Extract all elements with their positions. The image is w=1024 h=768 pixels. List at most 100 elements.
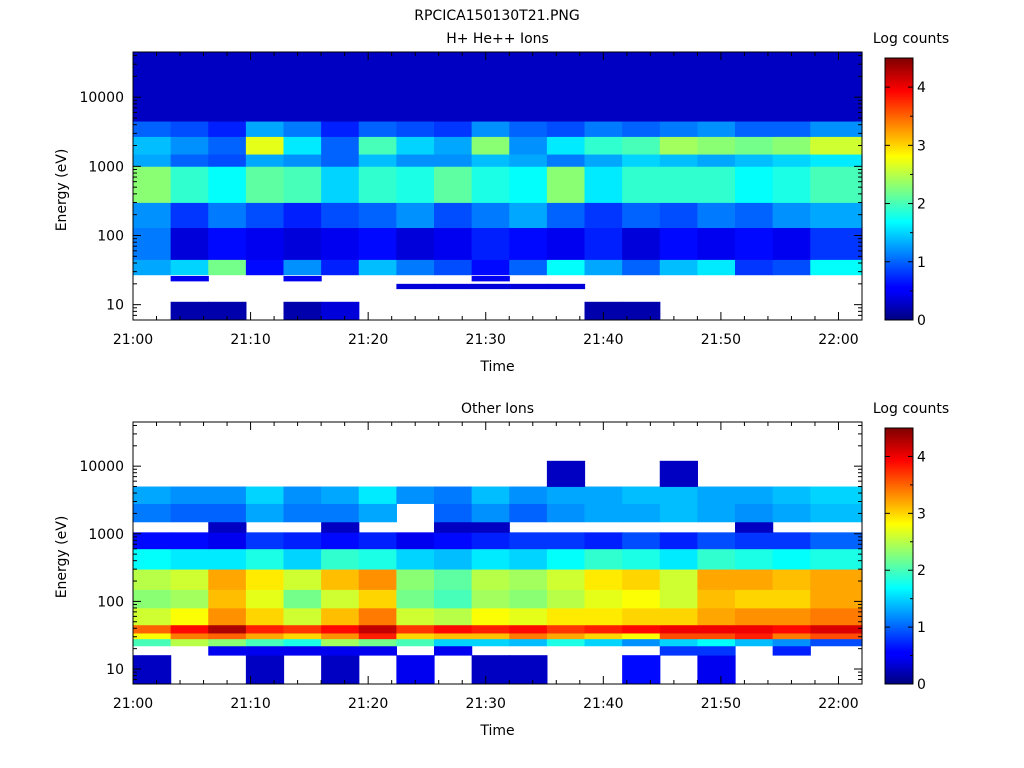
heatmap-cell [622,548,661,570]
heatmap-cell [735,638,774,647]
heatmap-cell [170,121,209,137]
x-tick-label: 21:10 [230,332,270,348]
heatmap-cell [584,486,623,504]
heatmap-cell [434,166,473,203]
heatmap-cell [622,503,661,523]
heatmap-cell [434,633,473,640]
heatmap-cell [622,154,661,167]
heatmap-cell [208,202,247,229]
colorbar: 0 1 2 3 4 Log counts [873,31,949,329]
x-tick-label: 21:20 [348,332,388,348]
heatmap-cell [735,548,774,570]
heatmap-cell [170,532,209,550]
heatmap-cell [697,548,736,570]
heatmap-cell [208,154,247,167]
heatmap-cell [170,259,209,276]
heatmap-cell [321,548,360,570]
heatmap-cell [735,589,774,609]
heatmap-cell [772,503,811,523]
heatmap-cell [434,136,473,155]
heatmap-cell [546,121,586,137]
heatmap-cell [245,154,285,167]
heatmap-cell [659,202,698,229]
heatmap-cell [471,532,510,550]
heatmap-cell [772,259,811,276]
heatmap-cell [772,52,811,122]
colorbar-tick-label: 3 [917,138,926,154]
heatmap-cell [471,655,510,685]
heatmap-cell [697,136,736,155]
heatmap-cell [321,624,360,634]
heatmap-cell [245,607,285,626]
colorbar-tick-label: 3 [917,506,926,522]
x-tick-label: 21:40 [583,696,623,712]
heatmap-cell [622,166,661,203]
heatmap-cell [133,227,172,260]
y-tick-label: 100 [97,228,124,244]
plot-frame [132,421,863,685]
heatmap-cell [622,121,661,137]
heatmap-cell [170,548,209,570]
x-axis: 21:00 21:10 21:20 21:30 21:40 21:50 22:00 [113,422,859,712]
heatmap-cell [208,569,247,590]
heatmap-cell [584,569,623,590]
heatmap-cell [245,486,285,504]
heatmap-cell [170,638,209,647]
heatmap-cell [170,202,209,229]
heatmap-cell [283,52,322,122]
heatmap-cell [546,569,586,590]
heatmap-cell [321,121,360,137]
heatmap-cell [133,136,172,155]
heatmap-cell [584,52,623,122]
heatmap-cell [208,624,247,634]
heatmap-cell [245,227,285,260]
heatmap-cell [509,202,548,229]
heatmap-cell [509,121,548,137]
heatmap-cell [170,607,209,626]
heatmap-cell [208,521,247,533]
heatmap-cell [659,645,698,656]
heatmap-cell [245,503,285,523]
heatmap-cell [434,283,473,290]
heatmap-cell [434,154,473,167]
heatmap-cell [509,655,548,685]
heatmap-cell [358,121,397,137]
heatmap-cell [133,633,172,640]
heatmap-cell [208,227,247,260]
heatmap-cell [358,503,397,523]
heatmap-cell [133,532,172,550]
heatmap-cell [434,624,473,634]
heatmap-cell [735,633,774,640]
heatmap-cell [584,154,623,167]
heatmap-cell [321,166,360,203]
heatmap-cell [321,227,360,260]
colorbar-tick-label: 2 [917,197,926,213]
x-tick-label: 22:00 [818,696,858,712]
heatmap-cell [735,624,774,634]
heatmap-cell [622,301,661,321]
heatmap-cell [546,624,586,634]
heatmap-cell [434,532,473,550]
heatmap-cell [321,154,360,167]
heatmap-cell [509,283,548,290]
heatmap-cell [471,589,510,609]
heatmap-cell [358,638,397,647]
heatmap-cell [810,121,863,137]
heatmap-cell [208,166,247,203]
heatmap-cell [622,202,661,229]
heatmap-cell [208,589,247,609]
heatmap-cell [170,52,209,122]
heatmap-cell [810,589,863,609]
heatmap-cell [471,259,510,276]
heatmap-cell [622,532,661,550]
heatmap-cell [622,227,661,260]
colorbar-tick-label: 4 [917,449,926,465]
heatmap-cell [396,259,435,276]
heatmap-cell [659,460,698,487]
heatmap-cell [509,589,548,609]
heatmap-cell [358,633,397,640]
heatmap-cell [321,532,360,550]
heatmap-cell [622,624,661,634]
heatmap-cell [772,638,811,647]
heatmap-cell [659,259,698,276]
